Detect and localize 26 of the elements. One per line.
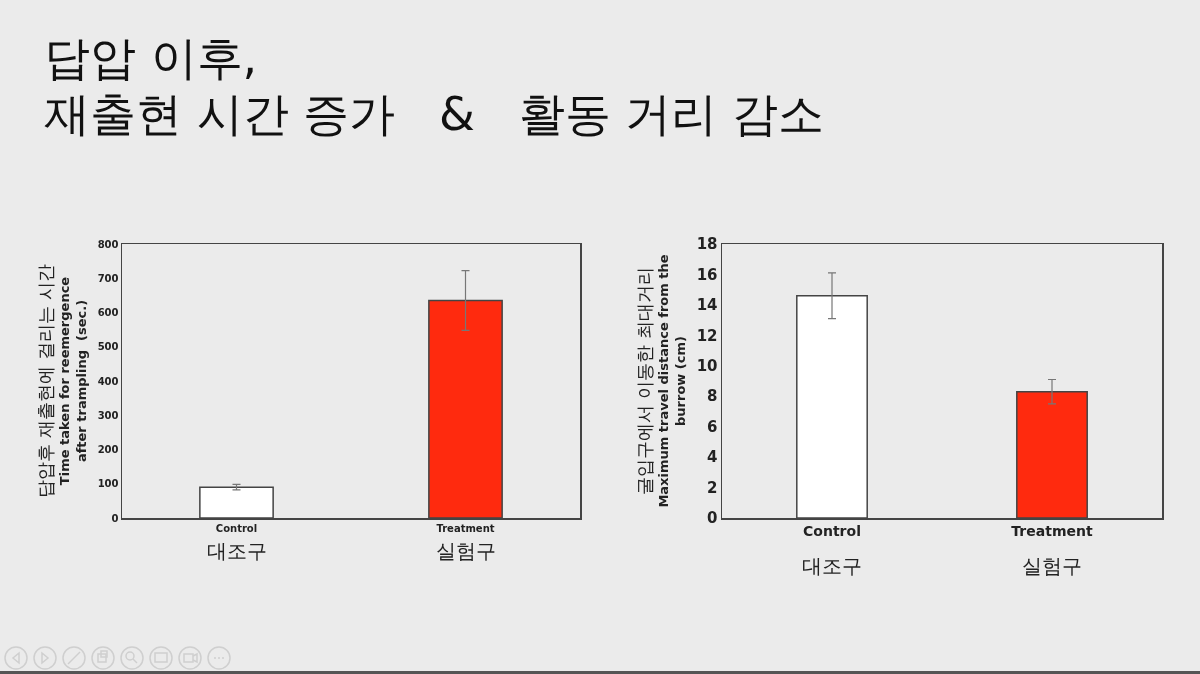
y-tick-label: 16 <box>696 265 718 284</box>
y-tick-label: 300 <box>97 409 119 421</box>
x-tick-label: Treatment 실험구 <box>1011 523 1093 578</box>
y-tick-label: 2 <box>707 478 718 497</box>
y-tick-label: 200 <box>97 444 119 455</box>
y-tick-label: 10 <box>696 357 718 376</box>
y-tick-label: 8 <box>707 387 718 406</box>
y-tick-label: 500 <box>97 341 119 353</box>
chart-title: 답압 이후, 재출현 시간 증가 & 활동 거리 감소 <box>44 30 825 142</box>
y-tick-label: 6 <box>707 417 718 436</box>
y-tick-label: 12 <box>696 326 718 345</box>
y-tick-label: 100 <box>97 478 119 490</box>
x-tick-label: Control 대조구 <box>206 522 267 563</box>
y-tick-label: 600 <box>97 307 119 318</box>
y-tick-label: 0 <box>707 509 718 528</box>
y-tick-label: 14 <box>696 296 718 315</box>
y-tick-label: 800 <box>97 238 119 250</box>
y-tick-label: 18 <box>696 235 718 254</box>
y-tick-label: 700 <box>97 272 119 284</box>
y-axis-title: 굴입구에서 이동한 최대거리 Maximum travel distance from the burrow (cm) <box>634 254 688 508</box>
y-axis-title: 답압후 재출현에 걸리는 시간 Time taken for reemergence after trampling (sec.) <box>35 264 89 498</box>
y-tick-label: 4 <box>707 448 718 467</box>
x-tick-label: Treatment 실험구 <box>435 522 496 563</box>
y-tick-label: 0 <box>111 512 119 524</box>
y-tick-label: 400 <box>97 375 119 387</box>
x-tick-label: Control 대조구 <box>802 523 862 578</box>
